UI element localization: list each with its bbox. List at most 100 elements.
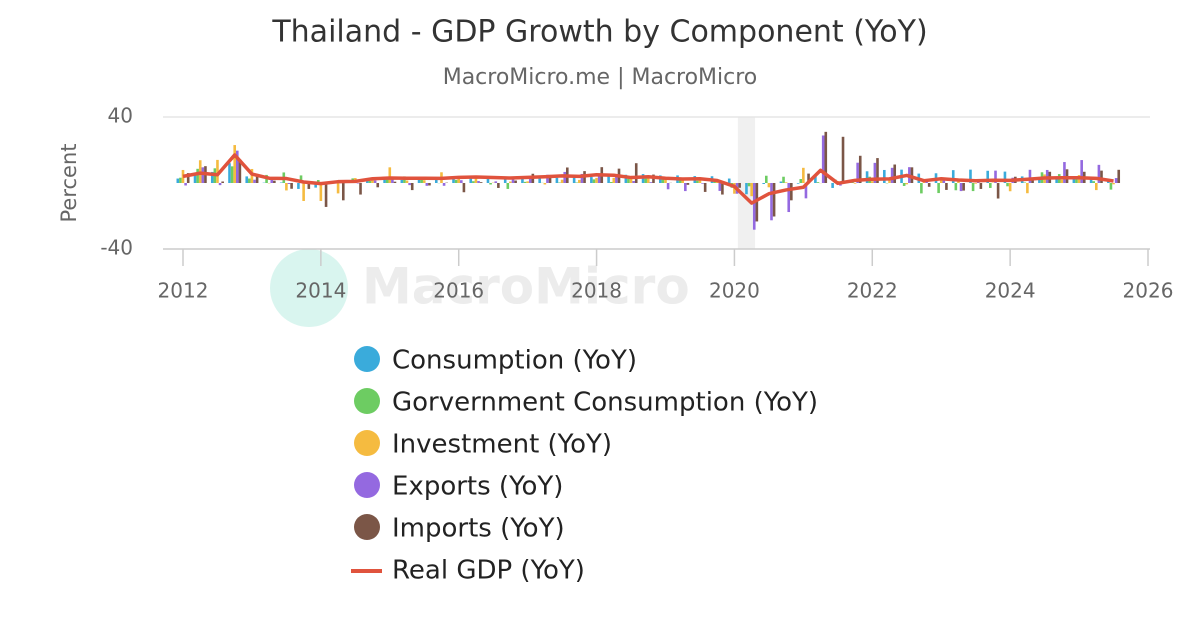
bar — [270, 178, 274, 183]
x-tick-label: 2026 — [1123, 279, 1174, 303]
bar — [1080, 160, 1083, 183]
bar — [503, 177, 507, 183]
bar — [971, 183, 975, 192]
bar — [405, 180, 409, 183]
bar — [607, 175, 610, 183]
bar — [442, 183, 446, 186]
bar — [986, 170, 990, 183]
x-tick-label: 2018 — [571, 279, 622, 303]
bar — [1107, 181, 1110, 183]
bar — [779, 181, 783, 183]
bar — [595, 177, 598, 183]
bar — [253, 179, 256, 183]
bar — [920, 183, 923, 194]
bar — [856, 162, 859, 183]
bar — [629, 178, 633, 183]
bar — [870, 181, 874, 183]
bar — [1006, 183, 1009, 187]
bar — [592, 179, 596, 183]
bar — [385, 177, 389, 183]
bar — [974, 183, 977, 184]
bar — [479, 182, 483, 183]
bar — [250, 168, 254, 183]
bar — [969, 169, 972, 183]
bar — [408, 183, 411, 186]
bar — [238, 159, 242, 183]
bar — [609, 182, 613, 183]
bar — [597, 175, 601, 183]
bar — [245, 176, 249, 183]
bar — [314, 183, 317, 188]
bar — [578, 179, 581, 183]
bar — [876, 158, 879, 183]
bar — [230, 166, 234, 183]
x-tick-label: 2022 — [847, 279, 898, 303]
bar — [649, 182, 653, 183]
bar — [425, 183, 429, 186]
bar — [1063, 162, 1066, 183]
bar — [1003, 171, 1007, 183]
bar — [1055, 177, 1058, 183]
bar — [302, 183, 305, 201]
bar — [632, 181, 635, 183]
legend-label: Real GDP (YoY) — [392, 556, 585, 586]
legend-label: Gorvernment Consumption (YoY) — [392, 388, 818, 418]
bar — [701, 183, 704, 184]
bar — [727, 178, 731, 183]
bar — [460, 180, 463, 183]
bar — [979, 183, 983, 189]
bar — [176, 178, 180, 183]
bar — [661, 179, 665, 183]
bar — [802, 167, 805, 183]
bar — [297, 183, 300, 189]
bar — [873, 162, 877, 183]
chart-subtitle: MacroMicro.me | MacroMicro — [443, 65, 758, 90]
bar — [713, 181, 716, 183]
bar — [373, 180, 377, 183]
bar — [686, 183, 690, 185]
bar — [494, 181, 498, 183]
bar — [248, 178, 251, 183]
bar — [790, 183, 793, 201]
x-tick-label: 2012 — [158, 279, 209, 303]
bar — [216, 159, 219, 183]
bar — [762, 183, 765, 184]
bar — [388, 167, 392, 183]
bar — [228, 163, 231, 183]
bar — [235, 150, 239, 183]
bar — [644, 178, 647, 183]
bar — [1072, 178, 1076, 183]
bar — [1114, 178, 1118, 183]
bar — [951, 170, 955, 183]
bar — [747, 183, 751, 187]
bar — [664, 177, 667, 183]
bar — [927, 183, 931, 187]
bar — [410, 183, 414, 191]
bar — [590, 177, 593, 183]
bar — [580, 173, 584, 183]
bar — [678, 180, 682, 183]
bar — [393, 181, 397, 183]
bar — [841, 136, 845, 183]
bar — [646, 176, 650, 183]
bar — [634, 163, 638, 183]
bar — [184, 183, 187, 186]
bar — [858, 155, 862, 183]
line — [182, 153, 1114, 205]
bar — [750, 183, 753, 197]
bar — [319, 183, 323, 201]
bar — [422, 180, 426, 183]
bar — [954, 183, 958, 191]
bar — [497, 183, 500, 188]
bar — [452, 179, 455, 183]
bar — [796, 183, 800, 184]
bar — [910, 167, 914, 183]
bar — [555, 177, 559, 183]
bar — [824, 131, 828, 183]
bar — [821, 135, 825, 183]
bar — [511, 178, 515, 183]
bar — [893, 164, 897, 183]
bar — [1092, 181, 1096, 183]
bar — [1008, 183, 1012, 192]
